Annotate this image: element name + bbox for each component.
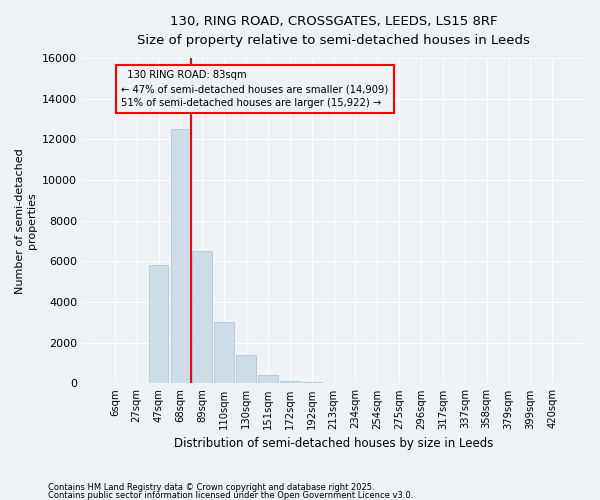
Bar (302, 382, 322, 384)
Y-axis label: Number of semi-detached
properties: Number of semi-detached properties (15, 148, 37, 294)
Bar (258, 376, 278, 384)
Bar (149, 266, 169, 384)
Bar (280, 382, 299, 384)
Bar (214, 322, 234, 384)
Text: 130 RING ROAD: 83sqm
← 47% of semi-detached houses are smaller (14,909)
51% of s: 130 RING ROAD: 83sqm ← 47% of semi-detac… (121, 70, 389, 108)
Bar (170, 129, 190, 384)
Bar (193, 251, 212, 384)
Text: Contains public sector information licensed under the Open Government Licence v3: Contains public sector information licen… (48, 490, 413, 500)
Text: Contains HM Land Registry data © Crown copyright and database right 2025.: Contains HM Land Registry data © Crown c… (48, 484, 374, 492)
Title: 130, RING ROAD, CROSSGATES, LEEDS, LS15 8RF
Size of property relative to semi-de: 130, RING ROAD, CROSSGATES, LEEDS, LS15 … (137, 15, 530, 47)
X-axis label: Distribution of semi-detached houses by size in Leeds: Distribution of semi-detached houses by … (174, 437, 493, 450)
Bar (236, 355, 256, 384)
